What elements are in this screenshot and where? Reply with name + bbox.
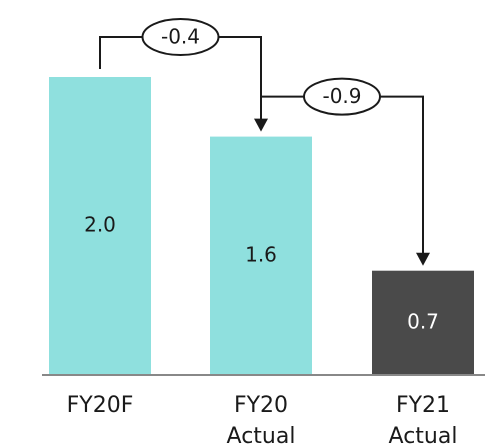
bar-value-label: 0.7 <box>407 309 439 333</box>
delta-label: -0.4 <box>161 25 200 49</box>
delta-annotations: -0.4 -0.9 <box>99 18 430 266</box>
category-label-line2: Actual <box>389 424 458 447</box>
category-label-line2: Actual <box>227 424 296 447</box>
category-label: FY21 <box>396 393 450 418</box>
category-label: FY20 <box>234 393 288 418</box>
bar-value-label: 1.6 <box>245 242 277 266</box>
delta-badge <box>303 77 381 116</box>
bar <box>210 136 312 375</box>
bar <box>372 270 474 375</box>
bars-group: 2.0 1.6 0.7 <box>49 77 474 375</box>
category-labels: FY20F FY20 Actual FY21 Actual <box>67 393 458 447</box>
bar <box>49 77 151 375</box>
delta-badge <box>141 18 220 56</box>
delta-label: -0.9 <box>322 84 361 108</box>
arrow-head <box>416 252 430 266</box>
category-label: FY20F <box>67 393 134 418</box>
bar-value-label: 2.0 <box>84 213 116 237</box>
